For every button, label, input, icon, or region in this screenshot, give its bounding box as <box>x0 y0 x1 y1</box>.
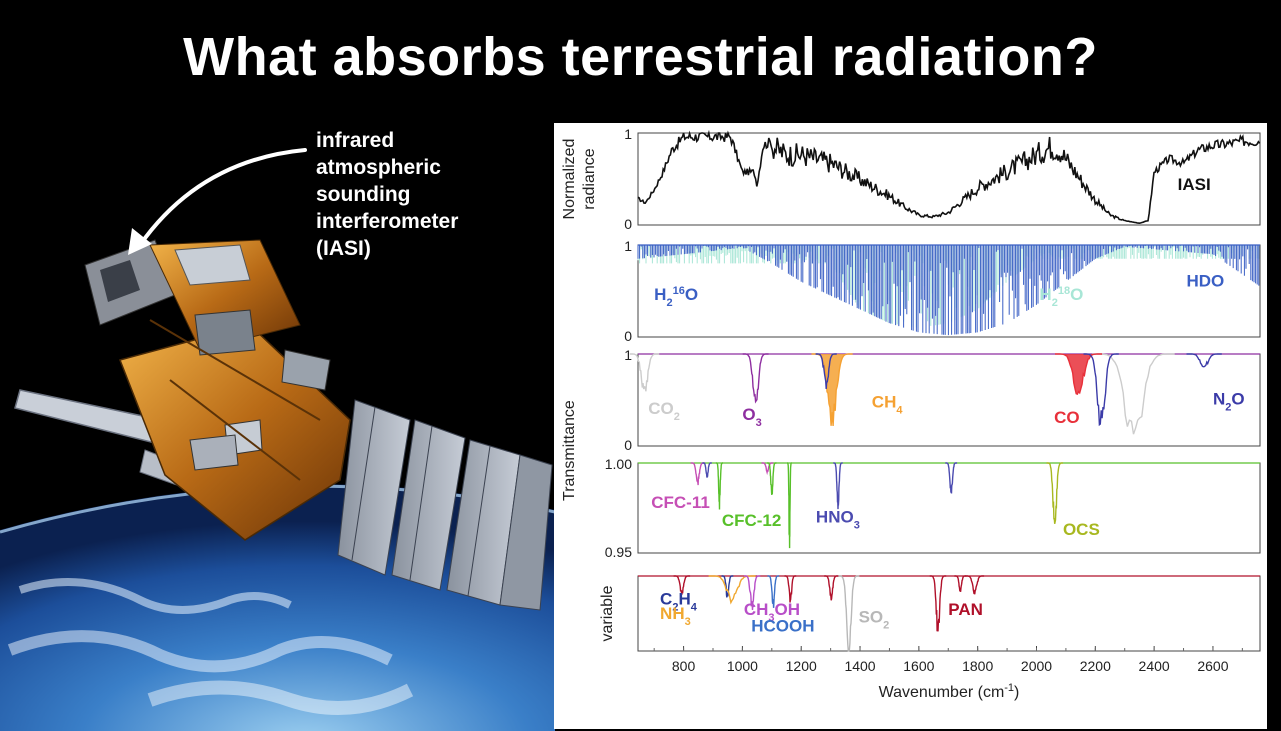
panel-frame <box>637 132 1261 226</box>
band-cfc-12 <box>715 462 723 510</box>
x-tick-label: 800 <box>672 658 696 674</box>
annotation-line: sounding <box>316 183 411 206</box>
band-hno3 <box>833 462 843 510</box>
y-tick-label: 1 <box>624 347 632 363</box>
y-tick-label: 1.00 <box>605 456 632 472</box>
series-label-cfc-12: CFC-12 <box>722 511 782 530</box>
series-label-co: CO2 <box>648 399 680 423</box>
iasi-annotation: infrared atmospheric sounding interferom… <box>316 127 458 262</box>
spectra-figure: 1 0 IASI Normalized radiance 1 0 H216O H218O HDO 1… <box>554 123 1267 729</box>
series-label-pan: PAN <box>948 600 983 619</box>
x-tick-label: 2600 <box>1197 658 1228 674</box>
series-line-h2-16o <box>637 245 1260 336</box>
series-line-iasi <box>637 129 1261 225</box>
band-o3 <box>742 353 769 404</box>
series-label-co: CO <box>1054 408 1080 427</box>
band-co <box>1055 353 1103 395</box>
series-label-c: C2H4 <box>660 590 698 614</box>
band-hno3 <box>702 462 712 478</box>
annotation-line: infrared <box>316 129 395 152</box>
series-label-hcooh: HCOOH <box>751 617 814 636</box>
x-axis-label: Wavenumber (cm-1) <box>879 682 1020 701</box>
band-ch4 <box>811 353 853 427</box>
y-tick-label: 1 <box>624 238 632 254</box>
y-axis-label: variable <box>599 585 616 641</box>
x-tick-label: 2000 <box>1021 658 1052 674</box>
solar-array <box>337 399 553 611</box>
y-tick-label: 0.95 <box>605 544 632 560</box>
series-label-hdo: HDO <box>1186 271 1224 290</box>
series-label-h: H218O <box>1039 285 1083 309</box>
series-label-ch: CH3OH <box>744 600 800 624</box>
band-cfc-11 <box>690 462 705 486</box>
band-pan <box>824 575 839 601</box>
series-label-nh: NH3 <box>660 604 691 628</box>
series-label-cfc-11: CFC-11 <box>651 493 710 512</box>
band-cfc-11 <box>761 462 774 476</box>
x-tick-label: 1000 <box>727 658 758 674</box>
satellite-body <box>14 239 351 541</box>
series-label-ch: CH4 <box>872 392 904 416</box>
series-label-so: SO2 <box>859 608 890 632</box>
band-c2h4 <box>721 575 734 598</box>
band-hno3 <box>945 462 958 494</box>
y-axis-label: Transmittance <box>561 400 578 501</box>
x-tick-label: 2400 <box>1139 658 1170 674</box>
band-n2o <box>1186 353 1222 368</box>
band-so2 <box>838 575 860 652</box>
band-n2o <box>1083 353 1119 427</box>
x-tick-label: 1200 <box>786 658 817 674</box>
x-tick-label: 1600 <box>903 658 934 674</box>
band-pan <box>954 575 967 593</box>
band-pan <box>965 575 985 595</box>
band-co2 <box>1092 353 1175 435</box>
series-label-ocs: OCS <box>1063 520 1100 539</box>
slide-title: What absorbs terrestrial radiation? <box>183 27 1098 87</box>
band-cfc-12 <box>787 462 792 549</box>
band-hcooh <box>767 575 780 608</box>
series-label-h: H216O <box>654 285 698 309</box>
series-label-iasi: IASI <box>1178 175 1211 194</box>
series-label-hno: HNO3 <box>816 507 860 531</box>
band-ocs <box>1046 462 1063 524</box>
satellite-illustration <box>0 148 555 731</box>
annotation-line: interferometer <box>316 210 459 233</box>
y-tick-label: 1 <box>624 126 632 142</box>
arrow-head-icon <box>128 228 152 255</box>
y-axis-label: Normalized <box>561 139 578 220</box>
band-pan <box>929 575 947 632</box>
band-cfc-12 <box>767 462 777 495</box>
band-ch3oh <box>743 575 761 611</box>
annotation-line: atmospheric <box>316 156 441 179</box>
y-axis-label: radiance <box>581 148 598 209</box>
y-tick-label: 0 <box>624 328 632 344</box>
band-co2 <box>629 353 660 392</box>
y-tick-label: 0 <box>624 437 632 453</box>
annotation-arrow <box>138 148 307 247</box>
band-n2o <box>815 353 837 389</box>
y-tick-label: 0 <box>624 216 632 232</box>
x-tick-label: 1800 <box>962 658 993 674</box>
x-tick-label: 1400 <box>844 658 875 674</box>
series-label-o: O3 <box>742 405 761 429</box>
series-label-n: N2O <box>1213 390 1245 414</box>
annotation-line: (IASI) <box>316 237 371 260</box>
x-tick-label: 2200 <box>1080 658 1111 674</box>
band-pan <box>784 575 797 603</box>
panel-frame <box>637 353 1261 447</box>
band-pan <box>673 575 691 595</box>
spectra-svg: 1 0 IASI Normalized radiance 1 0 H216O H218O HDO 1… <box>561 126 1261 701</box>
